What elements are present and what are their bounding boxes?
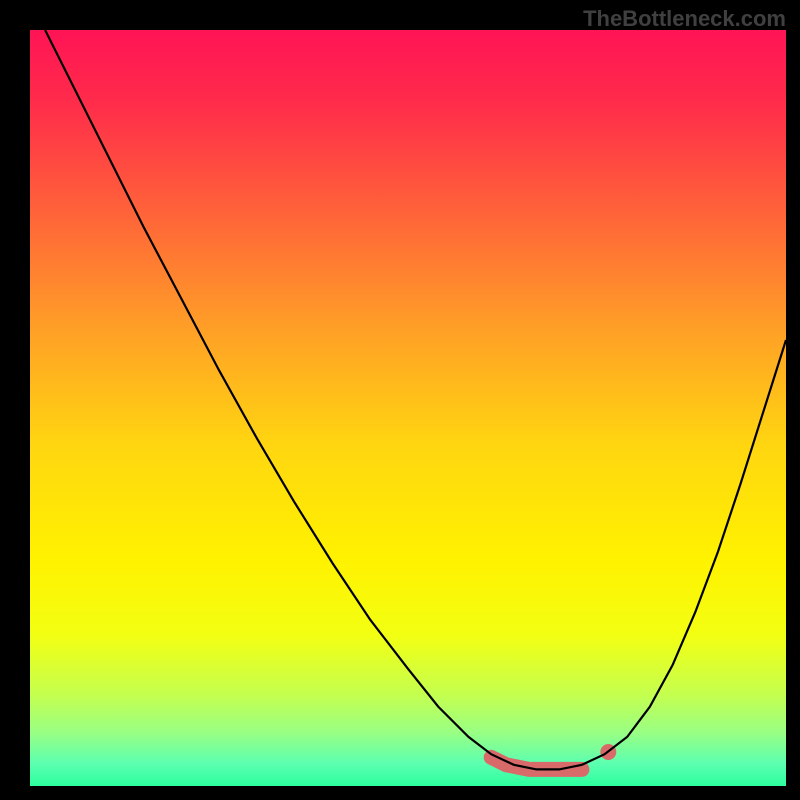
watermark-text: TheBottleneck.com xyxy=(583,6,786,32)
chart-plot-area xyxy=(30,30,786,786)
chart-gradient-background xyxy=(30,30,786,786)
